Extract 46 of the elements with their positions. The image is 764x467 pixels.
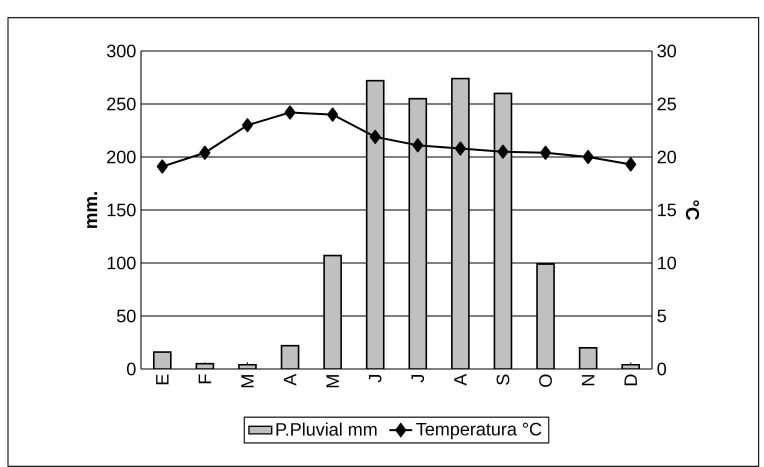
x-tick-label: M: [241, 375, 254, 388]
point: [156, 160, 168, 174]
point: [540, 146, 552, 160]
point: [412, 138, 424, 152]
point: [242, 118, 253, 132]
x-tick-label: O: [539, 374, 552, 387]
y2-tick-label: 15: [658, 204, 676, 216]
y2-tick-label: 0: [657, 362, 666, 376]
y2-tick-label: 5: [657, 310, 666, 322]
y-tick-label: 150: [108, 204, 136, 216]
bar: [451, 78, 470, 369]
x-tick-label: A: [454, 374, 467, 386]
x-tick-label: E: [156, 374, 168, 384]
y-tick-label: 300: [106, 44, 136, 58]
point: [497, 144, 508, 159]
y-tick-label: 250: [107, 98, 136, 110]
y2-tick-label: 30: [657, 44, 676, 58]
y2-tick-label: 25: [658, 98, 676, 110]
y-tick-label: 0: [126, 362, 136, 376]
point: [327, 108, 338, 122]
point: [370, 130, 381, 144]
y2-tick-label: 10: [658, 256, 676, 270]
point: [454, 142, 466, 156]
y-tick-label: 100: [108, 256, 136, 270]
legend-label: P.Pluvial mm: [276, 422, 377, 436]
x-tick-label: M: [326, 375, 339, 388]
x-tick-label: S: [496, 374, 510, 385]
x-tick-label: J: [368, 375, 382, 382]
y2-tick-label: 20: [658, 150, 676, 164]
point: [199, 146, 210, 160]
y2-axis-title: °C: [686, 200, 700, 220]
bar: [408, 98, 428, 369]
y-tick-label: 200: [107, 150, 136, 164]
x-tick-label: N: [582, 375, 594, 386]
legend-label: Temperatura °C: [416, 422, 542, 440]
x-tick-label: J: [412, 375, 424, 382]
y-tick-label: 50: [116, 310, 136, 322]
x-tick-label: A: [284, 374, 296, 386]
y-axis-title: mm.: [87, 192, 98, 228]
bar: [494, 92, 512, 369]
point: [625, 157, 636, 172]
bar: [366, 80, 385, 369]
point: [582, 150, 594, 164]
x-tick-label: F: [198, 374, 212, 384]
x-tick-label: D: [624, 374, 637, 386]
point: [284, 105, 296, 120]
